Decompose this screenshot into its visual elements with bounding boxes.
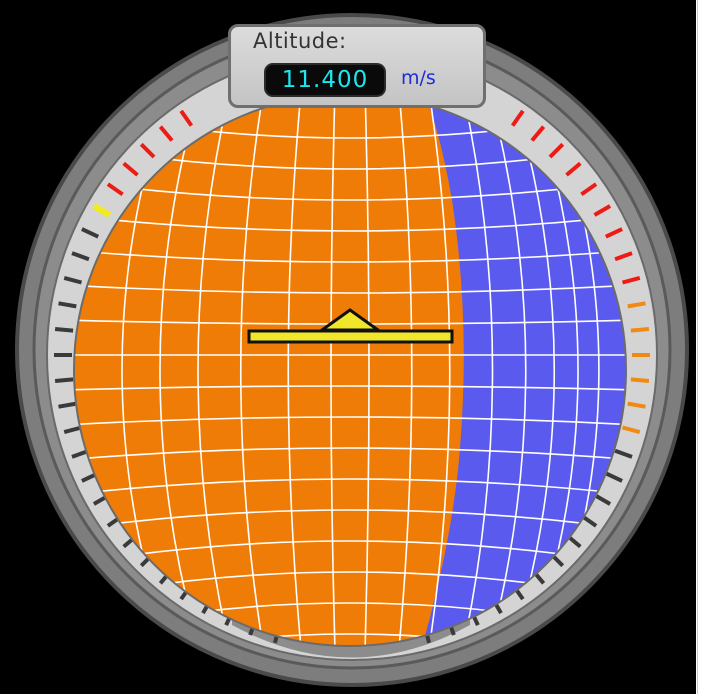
grid-latitude-line [74,633,626,646]
grid-latitude-line [74,509,626,531]
scale-tick [630,327,650,333]
grid-latitude-line [74,385,626,391]
grid-latitude-line [74,447,626,461]
grid-longitude-line [487,94,527,646]
grid-longitude-line [239,94,265,646]
scale-tick [106,182,124,197]
grid-longitude-line [330,94,336,646]
scale-tick [621,425,641,435]
scale-tick [621,275,641,285]
scale-tick [627,301,646,309]
scale-tick [530,125,546,142]
scale-tick [614,448,633,459]
grid-latitude-line [74,249,626,263]
scale-tick [593,493,612,506]
window-edge [696,0,706,694]
scale-tick [54,377,74,383]
scale-tick [614,251,633,262]
scale-tick [510,109,525,127]
grid-longitude-line [397,94,413,646]
grid-longitude-line [364,94,370,646]
scale-tick [179,109,194,127]
grid-latitude-line [74,179,626,201]
grid-longitude-line [510,94,555,646]
scale-tick [158,125,174,142]
window-edge-line [697,0,698,694]
sphere-orange-half [74,94,464,646]
scale-tick [58,401,77,409]
scale-tick [58,301,77,309]
scale-tick [139,142,156,159]
scale-tick [54,327,74,333]
scale-tick [122,161,139,177]
scale-tick [580,182,598,197]
grid-longitude-line [197,94,231,646]
altitude-value-display: 11.400 [264,63,386,97]
scale-tick [92,203,111,218]
grid-latitude-line [74,478,626,496]
scale-tick [630,377,650,383]
altitude-label: Altitude: [253,29,347,53]
scale-tick [627,401,646,409]
scale-tick [604,227,623,239]
altitude-readout-panel: Altitude: 11.400 m/s [228,24,486,108]
scale-tick [63,425,83,435]
scale-tick [604,471,623,483]
scale-tick [63,275,83,285]
grid-latitude-line [74,284,626,294]
scale-tick [71,251,90,262]
altitude-unit: m/s [401,67,436,89]
grid-longitude-line [427,94,451,646]
horizon-bar [247,329,454,344]
horizon-marker [247,308,454,344]
grid-longitude-line [461,94,494,646]
attitude-sphere [74,94,626,646]
grid-latitude-line [74,214,626,232]
scale-tick [593,204,612,217]
scale-tick [565,161,582,177]
grid-longitude-line [287,94,303,646]
scale-tick [548,142,565,159]
altitude-value: 11.400 [281,67,369,93]
scale-tick [81,227,100,239]
grid-longitude-line [159,94,201,646]
grid-latitude-line [74,416,626,426]
